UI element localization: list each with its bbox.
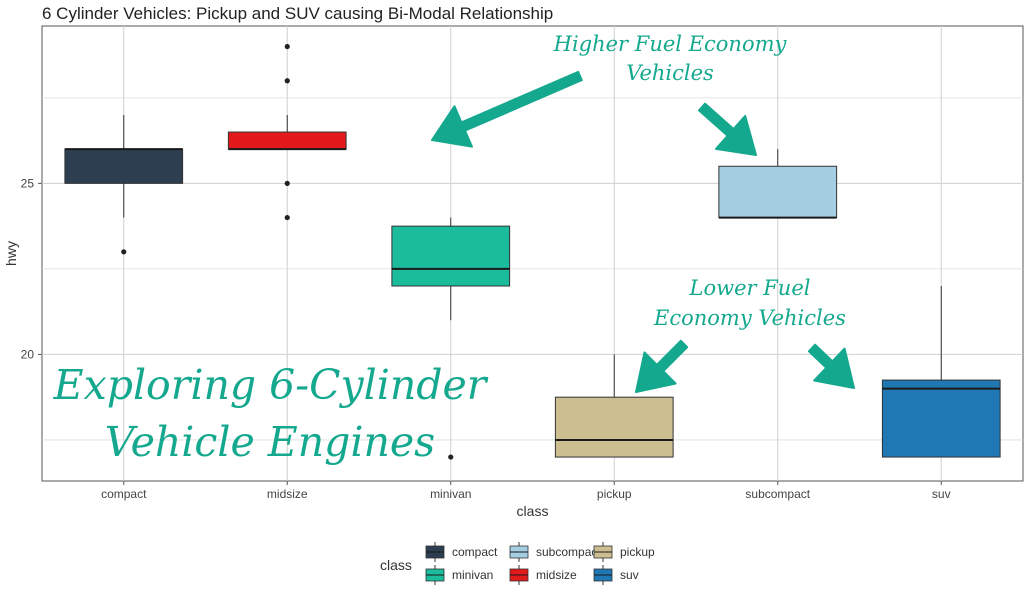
legend-label: midsize [536,568,577,582]
box-compact [64,114,184,255]
legend-label: subcompact [536,545,601,559]
x-axis-title: class [517,503,549,519]
annotation-higher-line1: Higher Fuel Economy [553,32,788,56]
legend-label: compact [452,545,498,559]
legend-item-suv: suv [593,565,639,585]
outlier-point [284,180,290,186]
y-axis-title: hwy [3,241,19,266]
x-tick-label: compact [101,487,147,501]
legend-label: pickup [620,545,655,559]
outlier-point [284,214,290,221]
legend-title: class [380,557,412,573]
box-body [391,225,511,287]
legend-item-midsize: midsize [509,565,577,585]
legend-item-subcompact: subcompact [509,542,601,562]
outlier-point [121,249,127,255]
legend-label: suv [620,568,639,582]
y-tick-label: 25 [21,176,35,190]
y-tick-label: 20 [21,347,35,361]
legend-item-compact: compact [425,542,498,562]
outlier-point [284,43,290,50]
box-pickup [554,354,674,458]
legend: class compact minivan subcompact midsize pick… [380,542,655,585]
box-subcompact [718,149,838,219]
arrow-to-subcompact-icon [698,102,757,156]
x-tick-label: pickup [597,487,632,501]
annotation-higher-line2: Vehicles [626,61,714,85]
arrow-to-suv-icon [807,343,855,389]
x-tick-label: subcompact [745,487,810,501]
box-suv [881,286,1001,458]
annotation-big-line2: Vehicle Engines [105,418,435,466]
box-body [881,379,1001,458]
annotation-big-line1: Exploring 6-Cylinder [53,361,489,409]
box-body [227,131,347,150]
outlier-point [448,454,454,460]
box-midsize [227,43,347,221]
box-body [554,396,674,458]
chart-title: 6 Cylinder Vehicles: Pickup and SUV caus… [42,4,553,23]
x-tick-label: midsize [267,487,308,501]
annotation-lower-line1: Lower Fuel [689,276,811,300]
box-minivan [391,217,511,460]
arrow-to-midsize-icon [431,70,583,148]
legend-item-minivan: minivan [425,565,493,585]
annotations: Higher Fuel Economy Vehicles Lower Fuel Eco… [53,32,855,466]
annotation-lower-line2: Economy Vehicles [653,306,846,330]
arrow-to-pickup-icon [635,339,689,393]
legend-label: minivan [452,568,493,582]
box-body [64,148,184,184]
box-body [718,165,838,219]
outlier-point [284,78,290,84]
legend-item-pickup: pickup [593,542,655,562]
x-tick-label: suv [932,487,951,501]
x-tick-label: minivan [430,487,471,501]
